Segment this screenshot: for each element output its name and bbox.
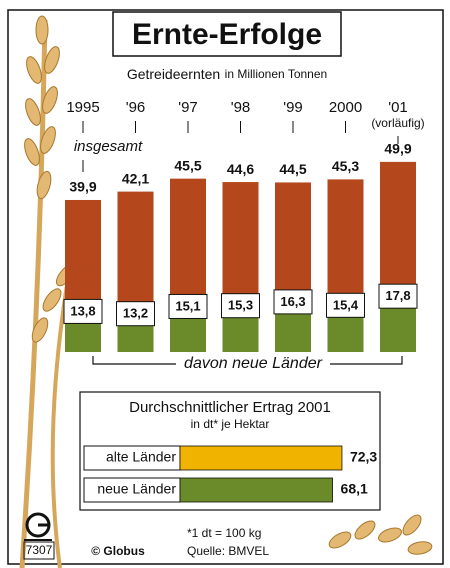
footnote: *1 dt = 100 kg bbox=[187, 526, 261, 540]
x-tick-label: 2000 bbox=[329, 99, 362, 116]
chart-title: Durchschnittlicher Ertrag 2001 bbox=[129, 399, 331, 416]
publisher: © Globus bbox=[91, 544, 145, 558]
value-label: 72,3 bbox=[350, 449, 377, 465]
x-tick-label: '97 bbox=[178, 99, 198, 116]
subtitle-unit: in Millionen Tonnen bbox=[225, 67, 328, 81]
x-tick-label: 1995 bbox=[66, 99, 99, 116]
series-label: insgesamt bbox=[74, 138, 143, 155]
value-label: 39,9 bbox=[69, 179, 96, 195]
chart: Ernte-Erfolge Getreideernten in Millione… bbox=[0, 0, 450, 568]
value-label: 13,8 bbox=[70, 303, 95, 318]
value-label: 15,4 bbox=[333, 297, 359, 312]
bar bbox=[180, 478, 333, 502]
value-label: 45,5 bbox=[174, 157, 201, 173]
x-tick-label: '99 bbox=[283, 99, 303, 116]
x-tick-label: '98 bbox=[231, 99, 251, 116]
page: {"chart_data": [ {"type": "bar", "title"… bbox=[0, 0, 450, 568]
value-label: 13,2 bbox=[123, 306, 148, 321]
category-label: neue Länder bbox=[97, 481, 176, 497]
value-label: 44,6 bbox=[227, 161, 254, 177]
annotation: (vorläufig) bbox=[371, 116, 424, 130]
value-label: 44,5 bbox=[279, 161, 306, 177]
value-label: 15,3 bbox=[228, 298, 253, 313]
bar bbox=[180, 446, 342, 470]
subtitle-main: Getreideernten bbox=[127, 66, 220, 82]
x-tick-label: '01 bbox=[388, 99, 408, 116]
value-label: 45,3 bbox=[332, 158, 359, 174]
value-label: 16,3 bbox=[280, 294, 305, 309]
value-label: 68,1 bbox=[341, 481, 368, 497]
value-label: 15,1 bbox=[175, 298, 200, 313]
source: Quelle: BMVEL bbox=[187, 544, 269, 558]
subtitle: Getreideernten in Millionen Tonnen bbox=[127, 66, 327, 84]
series-label: davon neue Länder bbox=[184, 355, 323, 372]
value-label: 17,8 bbox=[385, 288, 410, 303]
value-label: 42,1 bbox=[122, 170, 149, 186]
graphic-number: 7307 bbox=[26, 543, 53, 557]
chart-title: Ernte-Erfolge bbox=[132, 18, 322, 51]
x-tick-label: '96 bbox=[126, 99, 146, 116]
subtitle: in dt* je Hektar bbox=[191, 417, 270, 431]
category-label: alte Länder bbox=[106, 449, 176, 465]
value-label: 49,9 bbox=[384, 141, 411, 157]
